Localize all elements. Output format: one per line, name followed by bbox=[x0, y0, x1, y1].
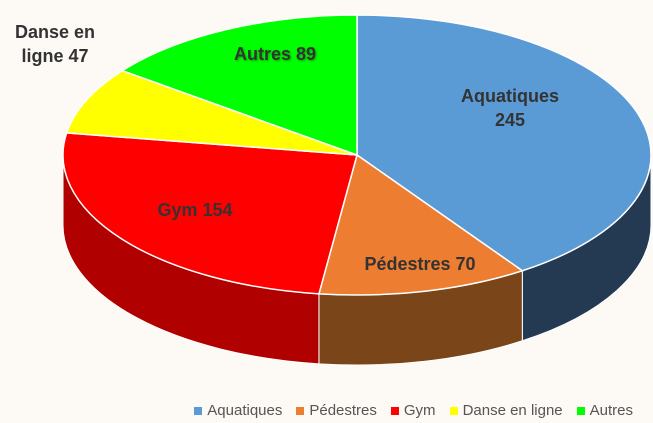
data-label-name: Aquatiques bbox=[460, 86, 559, 106]
legend-item: Aquatiques bbox=[194, 402, 282, 419]
data-label: Danse en ligne 47 bbox=[0, 20, 110, 68]
data-label-value: 154 bbox=[202, 200, 233, 220]
data-label-name: Pédestres bbox=[364, 254, 451, 274]
pie-slice bbox=[317, 153, 524, 296]
legend-label: Pédestres bbox=[309, 402, 377, 419]
data-label: Autres 89 bbox=[200, 42, 350, 66]
legend: Aquatiques Pédestres Gym Danse en ligne Autr… bbox=[0, 402, 653, 419]
data-label: Aquatiques 245 bbox=[450, 84, 570, 132]
data-label: Gym 154 bbox=[110, 198, 280, 222]
data-label-name: Autres bbox=[233, 44, 291, 64]
pie-slice bbox=[120, 14, 358, 157]
legend-label: Autres bbox=[589, 402, 633, 419]
legend-item: Danse en ligne bbox=[449, 402, 563, 419]
legend-item: Autres bbox=[576, 402, 633, 419]
legend-label: Danse en ligne bbox=[462, 402, 563, 419]
data-label-value: 47 bbox=[68, 46, 89, 66]
data-label-value: 70 bbox=[455, 254, 476, 274]
pie-sides bbox=[62, 154, 652, 366]
legend-label: Aquatiques bbox=[207, 402, 283, 419]
legend-swatch bbox=[449, 406, 458, 415]
legend-item: Pédestres bbox=[296, 402, 377, 419]
legend-swatch bbox=[576, 406, 585, 415]
data-label-name: Danse en ligne bbox=[14, 22, 96, 66]
data-label: Pédestres 70 bbox=[345, 252, 495, 276]
pie-slice bbox=[62, 132, 358, 295]
legend-swatch bbox=[296, 406, 305, 415]
pie-slice bbox=[65, 69, 358, 156]
data-label-value: 89 bbox=[296, 44, 317, 64]
legend-label: Gym bbox=[403, 402, 436, 419]
data-label-value: 245 bbox=[494, 110, 526, 130]
data-label-name: Gym bbox=[157, 200, 198, 220]
pie-slice bbox=[356, 14, 652, 272]
legend-swatch bbox=[194, 406, 203, 415]
legend-item: Gym bbox=[390, 402, 436, 419]
legend-swatch bbox=[390, 406, 399, 415]
